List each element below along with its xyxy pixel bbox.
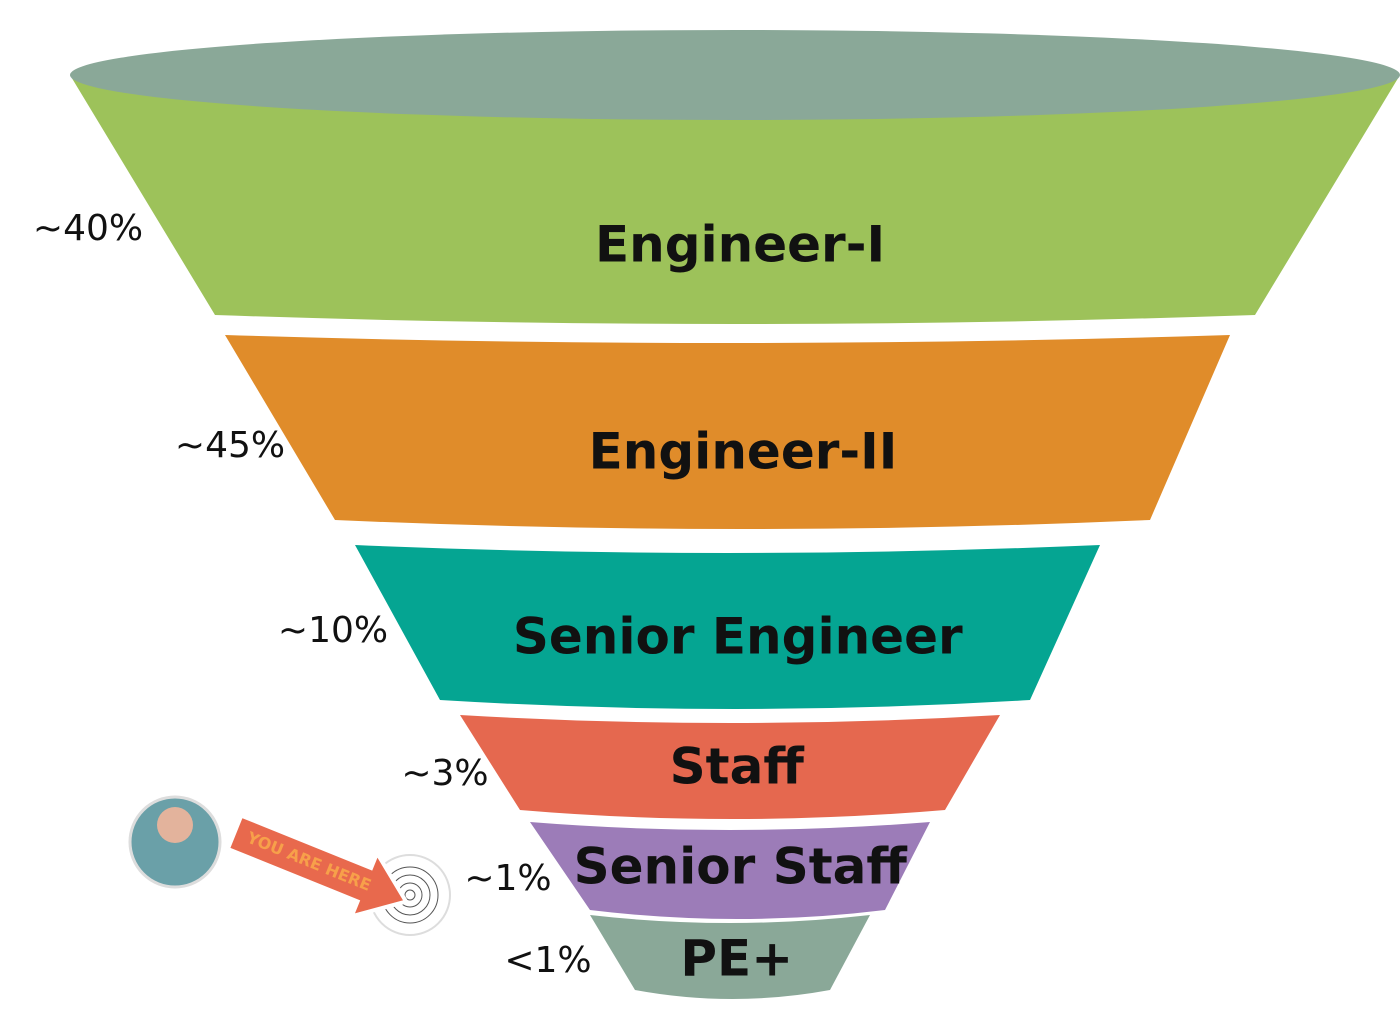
level-label: PE+ (680, 930, 793, 988)
funnel: Engineer-I ~40% Engineer-II ~45% Senior Engi… (33, 30, 1400, 999)
level-share: ~3% (401, 753, 488, 794)
level-label: Senior Engineer (513, 608, 963, 666)
funnel-band (590, 915, 870, 999)
level-share: ~45% (175, 425, 285, 466)
funnel-band (530, 822, 930, 919)
level-label: Senior Staff (574, 838, 908, 896)
level-share: ~1% (464, 858, 551, 899)
funnel-band (355, 545, 1100, 709)
level-share: <1% (504, 940, 591, 981)
funnel-band (225, 335, 1230, 529)
avatar-face (157, 807, 193, 843)
funnel-band (70, 75, 1400, 324)
funnel-band (460, 715, 1000, 819)
level-label: Engineer-II (589, 423, 898, 481)
level-label: Engineer-I (595, 216, 885, 274)
funnel-top (70, 30, 1400, 120)
level-label: Staff (670, 738, 805, 796)
level-share: ~10% (278, 610, 388, 651)
level-share: ~40% (33, 208, 143, 249)
